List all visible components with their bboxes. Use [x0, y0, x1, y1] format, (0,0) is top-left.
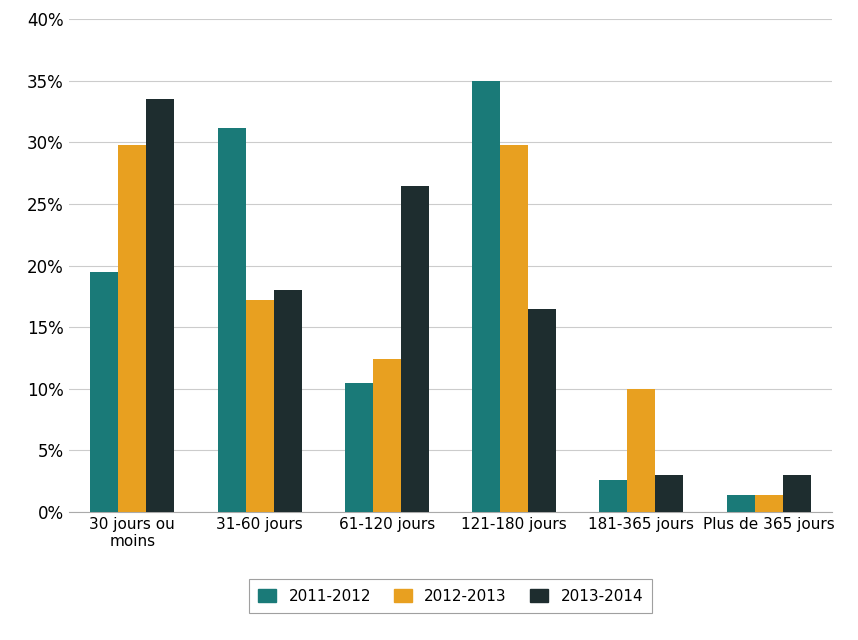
Bar — [472, 81, 500, 512]
Bar — [118, 145, 146, 512]
Bar — [274, 291, 301, 512]
Bar — [90, 272, 118, 512]
Bar — [656, 475, 683, 512]
Bar — [627, 388, 656, 512]
Bar — [755, 495, 782, 512]
Bar — [245, 300, 274, 512]
Legend: 2011-2012, 2012-2013, 2013-2014: 2011-2012, 2012-2013, 2013-2014 — [249, 579, 652, 612]
Bar — [782, 475, 811, 512]
Bar — [528, 308, 556, 512]
Bar — [401, 186, 429, 512]
Bar — [600, 480, 627, 512]
Bar — [373, 359, 401, 512]
Bar — [146, 99, 174, 512]
Bar — [500, 145, 528, 512]
Bar — [218, 127, 245, 512]
Bar — [345, 383, 373, 512]
Bar — [727, 495, 755, 512]
